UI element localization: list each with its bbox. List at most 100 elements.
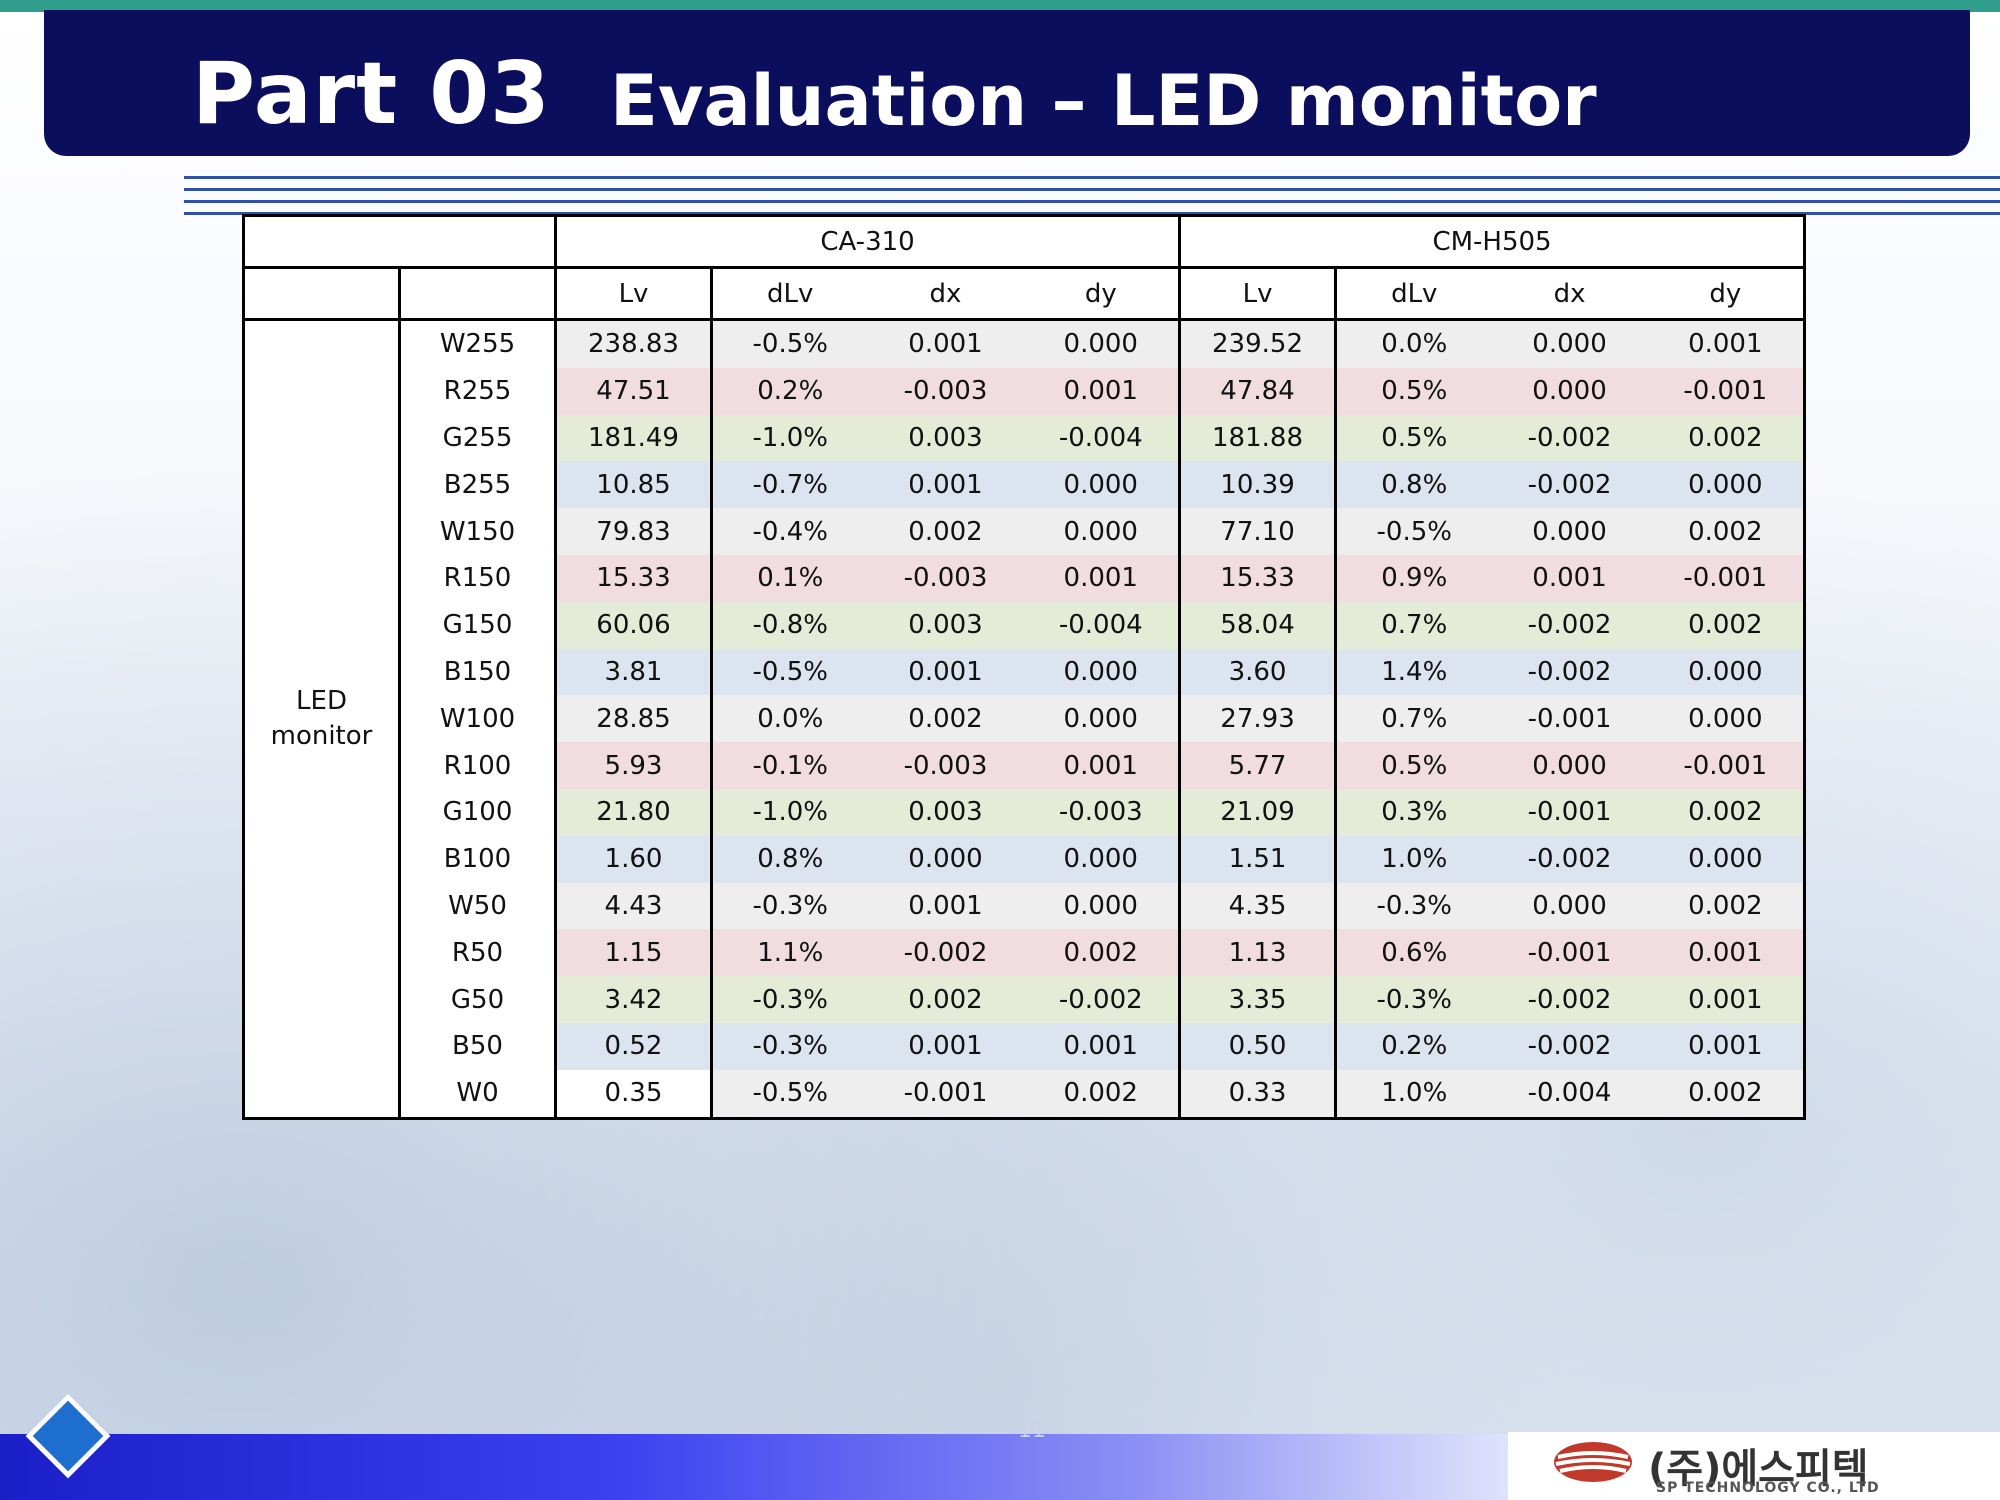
data-cell: 0.002 — [867, 508, 1024, 555]
data-cell: -0.002 — [1491, 648, 1648, 696]
data-cell: 3.35 — [1179, 976, 1338, 1023]
data-cell: 60.06 — [555, 601, 713, 649]
data-cell: 0.000 — [1023, 835, 1182, 883]
data-cell: 0.2% — [1335, 1022, 1492, 1070]
logo-english-text: SP TECHNOLOGY CO., LTD — [1656, 1480, 1880, 1496]
data-cell: 1.4% — [1335, 648, 1492, 696]
data-cell: 0.9% — [1335, 554, 1492, 602]
data-cell: -0.3% — [711, 1022, 868, 1070]
instrument-header-cmh505: CM-H505 — [1178, 214, 1807, 269]
row-label: B100 — [398, 835, 557, 883]
data-cell: 0.5% — [1335, 367, 1492, 415]
row-label: G150 — [398, 601, 557, 649]
data-cell: 10.39 — [1179, 461, 1338, 509]
data-cell: 0.7% — [1335, 695, 1492, 743]
data-cell: -0.002 — [1491, 835, 1648, 883]
data-cell: 3.81 — [555, 648, 713, 696]
data-cell: 0.000 — [1647, 648, 1807, 696]
data-cell: 1.0% — [1335, 1069, 1492, 1120]
part-number: Part 03 — [192, 44, 551, 144]
data-cell: -0.002 — [1491, 414, 1648, 462]
data-cell: -0.001 — [1647, 367, 1807, 415]
data-cell: -0.002 — [1491, 601, 1648, 649]
data-cell: -0.001 — [867, 1069, 1024, 1120]
data-cell: -0.3% — [1335, 976, 1492, 1023]
data-cell: 181.88 — [1179, 414, 1338, 462]
data-cell: 0.001 — [1023, 742, 1182, 789]
table-row: R100 5.93 -0.1% -0.003 0.001 5.77 0.5% 0.000 -0.… — [244, 742, 1807, 789]
data-cell: 0.000 — [1491, 367, 1648, 415]
data-cell: 5.77 — [1179, 742, 1338, 789]
data-cell: 0.001 — [867, 1022, 1024, 1070]
data-cell: 0.001 — [1647, 1022, 1807, 1070]
data-cell: 0.001 — [867, 882, 1024, 930]
footer-bar — [0, 1434, 1510, 1500]
instrument-header-ca310: CA-310 — [553, 214, 1182, 269]
data-cell: 1.13 — [1179, 929, 1338, 977]
data-cell: 0.001 — [1647, 319, 1807, 368]
row-label: W100 — [398, 695, 557, 743]
data-cell: 3.42 — [555, 976, 713, 1023]
data-cell: 0.003 — [867, 788, 1024, 836]
blank-header-cell — [242, 266, 401, 321]
table-row: W50 4.43 -0.3% 0.001 0.000 4.35 -0.3% 0.000 0.00… — [244, 882, 1807, 930]
data-cell: -0.004 — [1023, 414, 1182, 462]
column-header-row: Lv dLv dx dy Lv dLv dx dy — [242, 266, 1807, 321]
data-cell: 0.001 — [1491, 554, 1648, 602]
top-accent-line — [0, 0, 2000, 12]
data-cell: 0.001 — [1023, 554, 1182, 602]
data-cell: 1.60 — [555, 835, 713, 883]
table-row: B50 0.52 -0.3% 0.001 0.001 0.50 0.2% -0.002 0.00… — [244, 1022, 1807, 1070]
row-label: B150 — [398, 648, 557, 696]
data-cell: -0.5% — [711, 648, 868, 696]
data-cell: 0.2% — [711, 367, 868, 415]
group-label: LED monitor — [242, 318, 401, 1120]
data-cell: 0.002 — [1023, 1069, 1182, 1120]
data-cell: 77.10 — [1179, 508, 1338, 555]
data-cell: -1.0% — [711, 788, 868, 836]
data-cell: 28.85 — [555, 695, 713, 743]
data-cell: 0.002 — [1023, 929, 1182, 977]
data-cell: 58.04 — [1179, 601, 1338, 649]
data-cell: -0.002 — [1491, 461, 1648, 509]
data-cell: 239.52 — [1179, 319, 1338, 368]
data-cell: -0.001 — [1491, 695, 1648, 743]
data-cell: 4.43 — [555, 882, 713, 930]
table-row: W150 79.83 -0.4% 0.002 0.000 77.10 -0.5% 0.000 0… — [244, 508, 1807, 555]
data-cell: -0.3% — [711, 976, 868, 1023]
data-cell: 0.000 — [867, 835, 1024, 883]
measurement-table: CA-310 CM-H505 Lv dLv dx dy Lv dLv dx dy… — [242, 214, 1807, 1120]
table-row: G150 60.06 -0.8% 0.003 -0.004 58.04 0.7% -0.002… — [244, 601, 1807, 649]
table-row: G100 21.80 -1.0% 0.003 -0.003 21.09 0.3% -0.001… — [244, 788, 1807, 836]
data-cell: 15.33 — [1179, 554, 1338, 602]
row-label: W50 — [398, 882, 557, 930]
row-label: R150 — [398, 554, 557, 602]
column-header: dy — [1647, 266, 1807, 321]
column-header: dLv — [1334, 266, 1492, 321]
data-cell: 4.35 — [1179, 882, 1338, 930]
data-cell: 0.000 — [1647, 695, 1807, 743]
data-cell: 3.60 — [1179, 648, 1338, 696]
table-row: R150 15.33 0.1% -0.003 0.001 15.33 0.9% 0.001 -0… — [244, 554, 1807, 602]
table-row: LED monitor W255 238.83 -0.5% 0.001 0.000 239.… — [242, 318, 1807, 1120]
data-cell: 0.8% — [711, 835, 868, 883]
data-cell: 0.000 — [1023, 695, 1182, 743]
data-cell: -0.003 — [867, 367, 1024, 415]
data-cell: 0.000 — [1647, 461, 1807, 509]
data-cell: 0.000 — [1491, 508, 1648, 555]
table-row: W0 0.35 -0.5% -0.001 0.002 0.33 1.0% -0.004 0.00… — [244, 1069, 1807, 1120]
data-cell: 0.000 — [1023, 319, 1182, 368]
data-cell: 0.50 — [1179, 1022, 1338, 1070]
company-logo: (주)에스피텍 SP TECHNOLOGY CO., LTD — [1508, 1432, 2000, 1500]
data-cell: 0.000 — [1491, 742, 1648, 789]
data-cell: -0.5% — [711, 319, 868, 368]
data-cell: -0.002 — [1491, 976, 1648, 1023]
data-cell: -0.001 — [1491, 929, 1648, 977]
table-row: B150 3.81 -0.5% 0.001 0.000 3.60 1.4% -0.002 0.0… — [244, 648, 1807, 696]
data-cell: 0.001 — [1023, 367, 1182, 415]
data-cell: 0.1% — [711, 554, 868, 602]
data-cell: 21.09 — [1179, 788, 1338, 836]
data-cell: 238.83 — [555, 319, 713, 368]
table-row: G50 3.42 -0.3% 0.002 -0.002 3.35 -0.3% -0.002 0.… — [244, 976, 1807, 1023]
data-cell: 79.83 — [555, 508, 713, 555]
